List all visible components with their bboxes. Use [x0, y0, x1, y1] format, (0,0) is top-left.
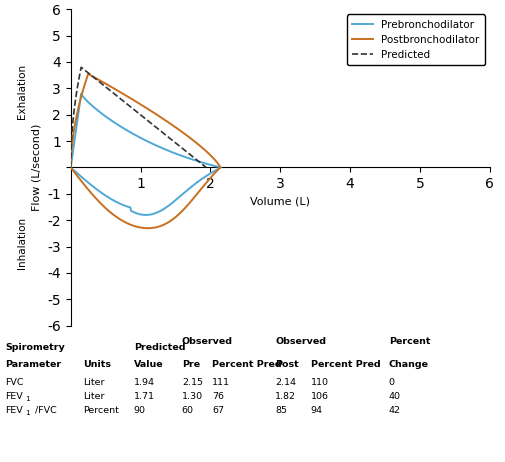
Y-axis label: Flow (L/second): Flow (L/second) [32, 124, 42, 211]
X-axis label: Volume (L): Volume (L) [250, 197, 310, 207]
Text: Spirometry: Spirometry [5, 343, 65, 352]
Text: 90: 90 [134, 406, 146, 414]
Text: Pre: Pre [182, 360, 200, 369]
Text: Liter: Liter [83, 392, 105, 401]
Text: Units: Units [83, 360, 111, 369]
Text: 76: 76 [212, 392, 224, 401]
Text: 85: 85 [275, 406, 287, 414]
Text: Percent: Percent [389, 337, 430, 346]
Text: 111: 111 [212, 378, 230, 387]
Text: 1.82: 1.82 [275, 392, 296, 401]
Text: Percent Pred: Percent Pred [212, 360, 282, 369]
Legend: Prebronchodilator, Postbronchodilator, Predicted: Prebronchodilator, Postbronchodilator, P… [347, 14, 485, 65]
Text: 1.30: 1.30 [182, 392, 203, 401]
Text: Observed: Observed [182, 337, 233, 346]
Text: 0: 0 [389, 378, 395, 387]
Text: Liter: Liter [83, 378, 105, 387]
Text: 1.94: 1.94 [134, 378, 155, 387]
Text: 1.71: 1.71 [134, 392, 155, 401]
Text: Change: Change [389, 360, 429, 369]
Text: 94: 94 [311, 406, 323, 414]
Text: Observed: Observed [275, 337, 326, 346]
Text: Value: Value [134, 360, 164, 369]
Text: Post: Post [275, 360, 299, 369]
Text: 110: 110 [311, 378, 329, 387]
Text: 67: 67 [212, 406, 224, 414]
Text: Percent Pred: Percent Pred [311, 360, 380, 369]
Text: FEV: FEV [5, 392, 23, 401]
Text: Predicted: Predicted [134, 343, 185, 352]
Text: 2.14: 2.14 [275, 378, 296, 387]
Text: 60: 60 [182, 406, 194, 414]
Text: 106: 106 [311, 392, 329, 401]
Text: Exhalation: Exhalation [18, 64, 27, 119]
Text: Percent: Percent [83, 406, 119, 414]
Text: /FVC: /FVC [35, 406, 57, 414]
Text: 42: 42 [389, 406, 401, 414]
Text: FEV: FEV [5, 406, 23, 414]
Text: Parameter: Parameter [5, 360, 61, 369]
Text: 2.15: 2.15 [182, 378, 203, 387]
Text: FVC: FVC [5, 378, 24, 387]
Text: 1: 1 [25, 410, 30, 416]
Text: 40: 40 [389, 392, 401, 401]
Text: Inhalation: Inhalation [18, 217, 27, 269]
Text: 1: 1 [25, 396, 30, 402]
